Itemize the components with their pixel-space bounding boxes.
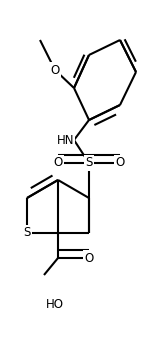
Text: HN: HN: [56, 134, 74, 146]
Text: O: O: [50, 64, 60, 76]
Text: O: O: [84, 251, 94, 265]
Text: O: O: [53, 156, 63, 169]
Text: O: O: [115, 156, 125, 169]
Text: HO: HO: [46, 298, 64, 312]
Text: S: S: [85, 156, 93, 169]
Text: S: S: [23, 226, 31, 240]
